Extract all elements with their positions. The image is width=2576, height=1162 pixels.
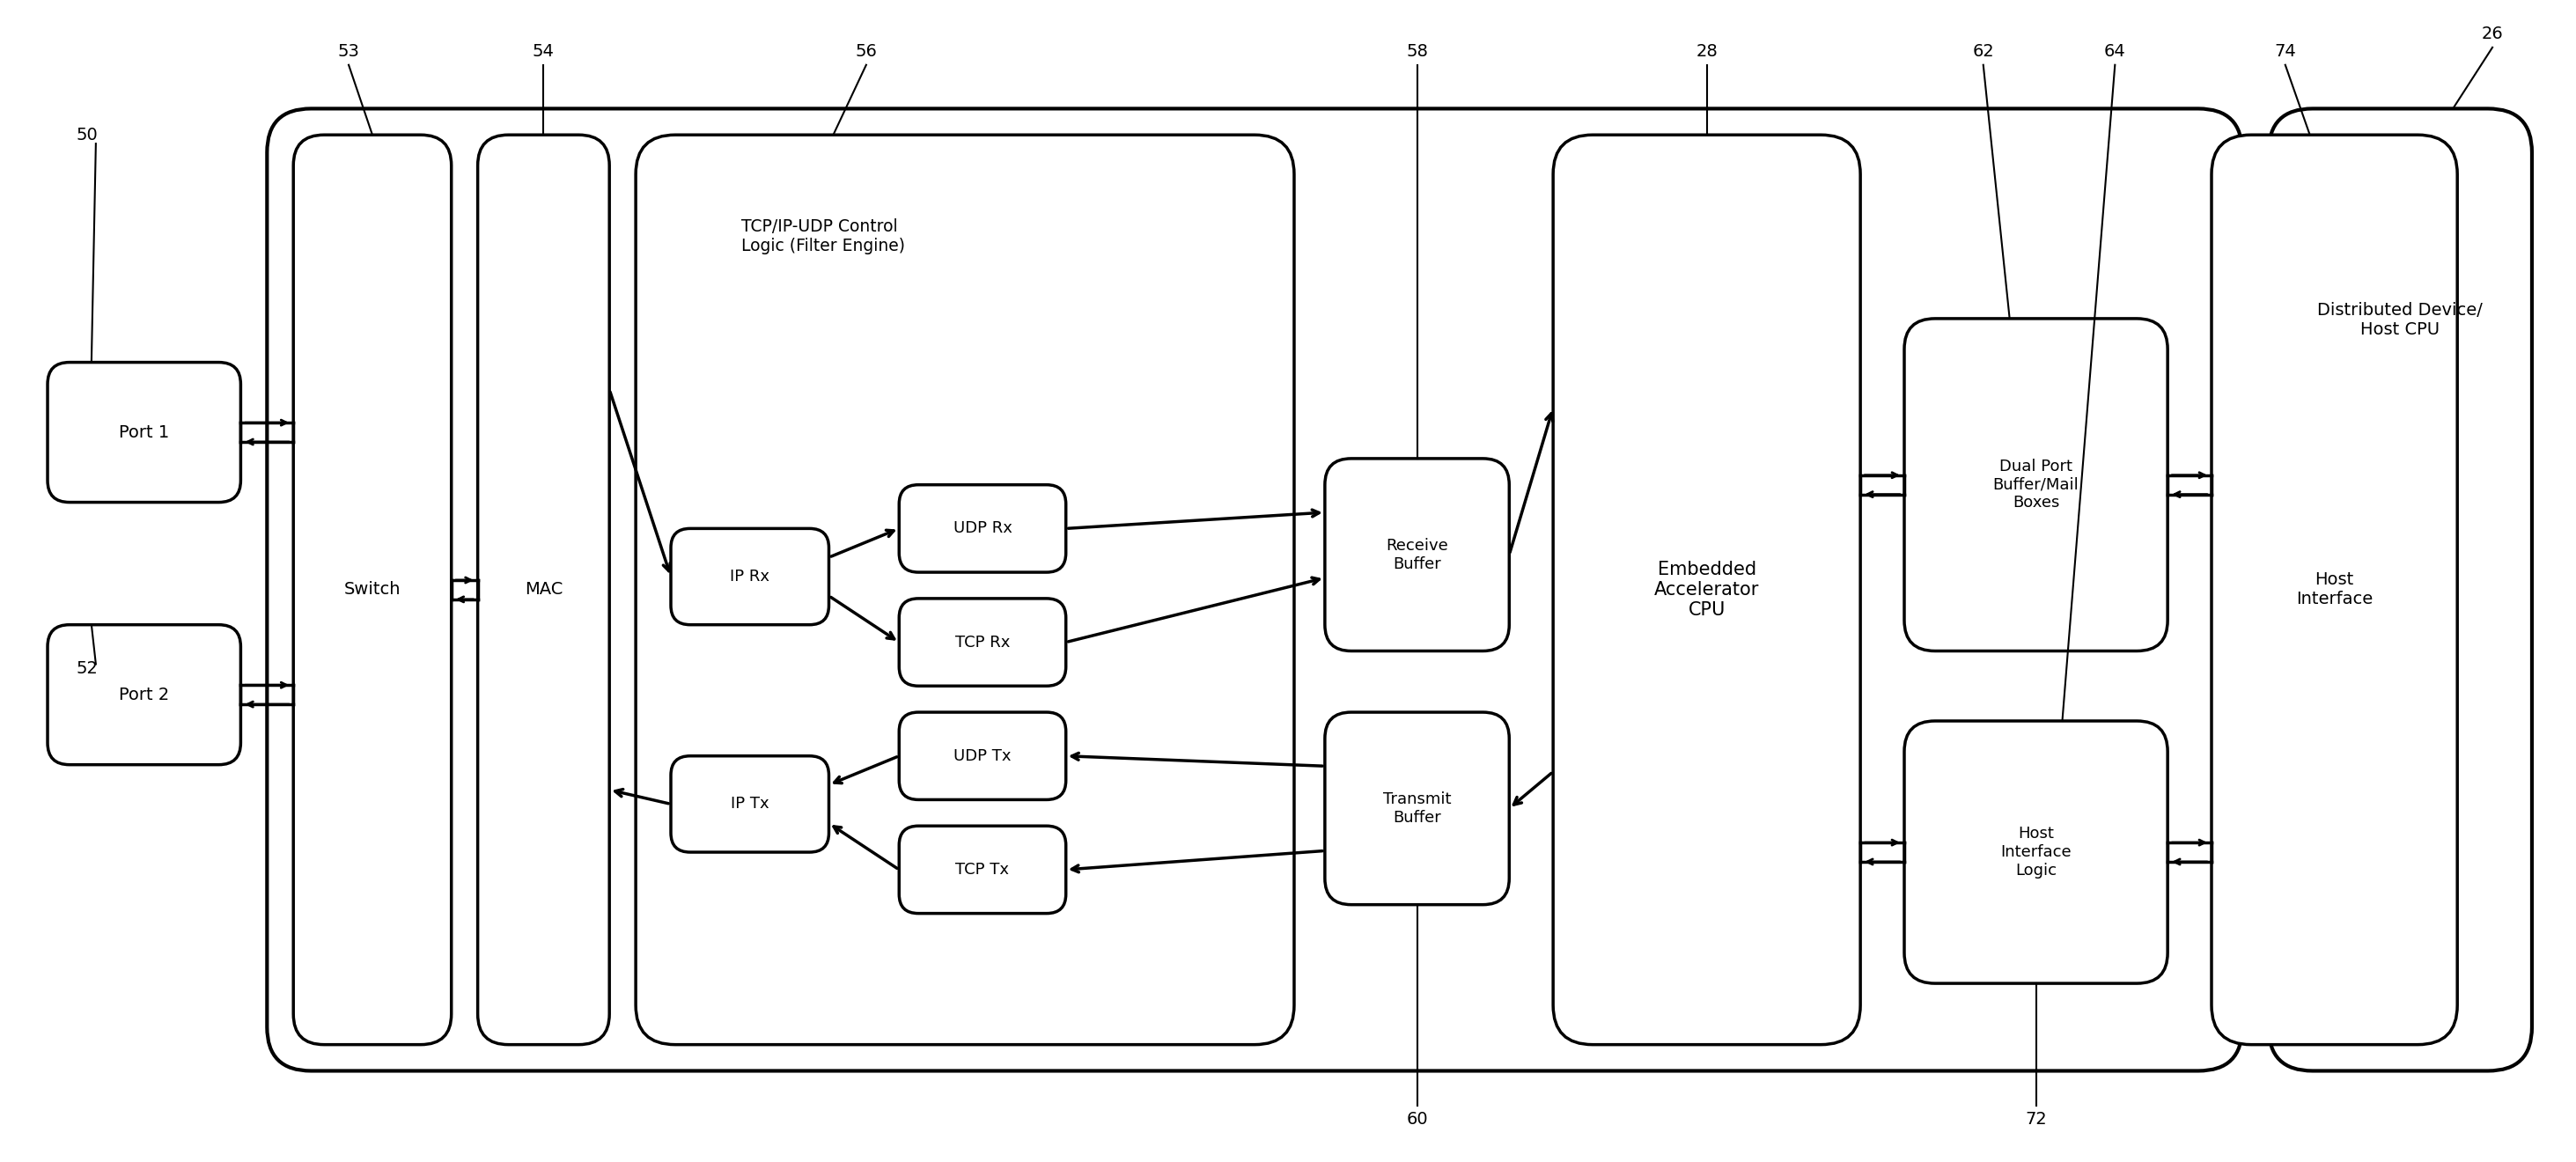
FancyBboxPatch shape <box>477 135 611 1045</box>
FancyBboxPatch shape <box>670 529 829 625</box>
Text: TCP Rx: TCP Rx <box>956 634 1010 651</box>
Text: Switch: Switch <box>345 581 402 598</box>
Text: 62: 62 <box>1973 43 1994 60</box>
Text: IP Rx: IP Rx <box>729 568 770 584</box>
Text: 64: 64 <box>2105 43 2125 60</box>
Text: IP Tx: IP Tx <box>732 796 770 812</box>
FancyBboxPatch shape <box>46 625 240 765</box>
FancyBboxPatch shape <box>670 756 829 852</box>
Text: 28: 28 <box>1695 43 1718 60</box>
Text: Transmit
Buffer: Transmit Buffer <box>1383 791 1450 825</box>
FancyBboxPatch shape <box>1904 720 2166 983</box>
FancyBboxPatch shape <box>2269 108 2532 1071</box>
FancyBboxPatch shape <box>636 135 1293 1045</box>
Text: Dual Port
Buffer/Mail
Boxes: Dual Port Buffer/Mail Boxes <box>1994 459 2079 511</box>
Text: 26: 26 <box>2481 26 2504 43</box>
Text: Port 2: Port 2 <box>118 687 170 703</box>
FancyBboxPatch shape <box>1324 712 1510 905</box>
Text: Host
Interface
Logic: Host Interface Logic <box>2002 826 2071 878</box>
FancyBboxPatch shape <box>899 712 1066 799</box>
Text: TCP Tx: TCP Tx <box>956 862 1010 877</box>
Text: Distributed Device/
Host CPU: Distributed Device/ Host CPU <box>2318 302 2483 338</box>
Text: Port 1: Port 1 <box>118 424 170 440</box>
Text: 56: 56 <box>855 43 878 60</box>
FancyBboxPatch shape <box>1324 459 1510 651</box>
Text: Receive
Buffer: Receive Buffer <box>1386 538 1448 572</box>
Text: 74: 74 <box>2275 43 2295 60</box>
Text: 72: 72 <box>2025 1111 2048 1127</box>
FancyBboxPatch shape <box>899 598 1066 686</box>
Text: TCP/IP-UDP Control
Logic (Filter Engine): TCP/IP-UDP Control Logic (Filter Engine) <box>742 218 904 254</box>
FancyBboxPatch shape <box>268 108 2241 1071</box>
Text: UDP Tx: UDP Tx <box>953 748 1012 763</box>
Text: 53: 53 <box>337 43 361 60</box>
Text: 54: 54 <box>533 43 554 60</box>
FancyBboxPatch shape <box>899 826 1066 913</box>
FancyBboxPatch shape <box>2213 135 2458 1045</box>
Text: Embedded
Accelerator
CPU: Embedded Accelerator CPU <box>1654 560 1759 619</box>
Text: 50: 50 <box>77 127 98 143</box>
FancyBboxPatch shape <box>899 485 1066 572</box>
FancyBboxPatch shape <box>1553 135 1860 1045</box>
Text: MAC: MAC <box>526 581 562 598</box>
FancyBboxPatch shape <box>1904 318 2166 651</box>
Text: 60: 60 <box>1406 1111 1427 1127</box>
Text: UDP Rx: UDP Rx <box>953 521 1012 537</box>
FancyBboxPatch shape <box>46 363 240 502</box>
Text: Host
Interface: Host Interface <box>2295 572 2372 608</box>
FancyBboxPatch shape <box>294 135 451 1045</box>
Text: 52: 52 <box>77 660 98 676</box>
Text: 58: 58 <box>1406 43 1427 60</box>
